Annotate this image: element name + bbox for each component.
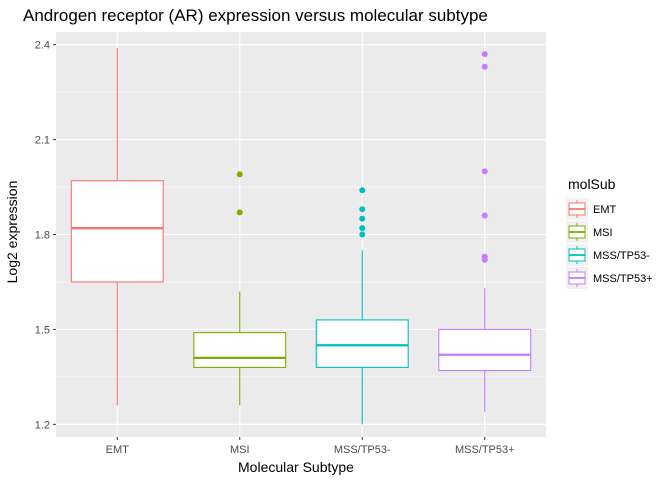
- legend-item: MSI: [566, 221, 613, 243]
- boxplots: [70, 47, 532, 425]
- outlier-point: [359, 215, 366, 222]
- outlier-point: [481, 63, 488, 70]
- legend-title: molSub: [568, 176, 616, 192]
- boxplot-mss-tp53-: [315, 187, 409, 425]
- legend-label: MSI: [593, 227, 613, 239]
- outlier-point: [359, 225, 366, 232]
- outlier-point: [481, 51, 488, 58]
- x-tick-label: EMT: [106, 444, 130, 456]
- x-tick-label: MSI: [230, 444, 250, 456]
- box: [315, 319, 409, 368]
- axes: 1.2 1.5 1.8 2.1 2.4 EMT MSI MSS/TP53- MSS/TP53+: [35, 40, 515, 456]
- legend-label: MSS/TP53-: [593, 250, 650, 262]
- outlier-point: [359, 187, 366, 194]
- y-tick-label: 2.1: [35, 135, 50, 147]
- x-tick-label: MSS/TP53+: [455, 444, 515, 456]
- legend-item: MSS/TP53+: [566, 267, 653, 289]
- outlier-point: [481, 253, 488, 260]
- box: [438, 328, 532, 372]
- box: [70, 180, 164, 283]
- legend-item: EMT: [566, 198, 617, 220]
- boxplot-mss-tp53-: [438, 51, 532, 412]
- outlier-point: [236, 171, 243, 178]
- y-axis-title: Log2 expression: [4, 181, 20, 284]
- y-tick-label: 1.5: [35, 324, 50, 336]
- box: [193, 332, 287, 368]
- outlier-point: [481, 168, 488, 175]
- legend-item: MSS/TP53-: [566, 244, 650, 266]
- boxplot-msi: [193, 171, 287, 406]
- outlier-point: [359, 206, 366, 213]
- outlier-point: [481, 212, 488, 219]
- y-tick-label: 2.4: [35, 40, 50, 52]
- x-axis-title: Molecular Subtype: [238, 459, 354, 475]
- legend-label: EMT: [593, 204, 617, 216]
- y-tick-label: 1.8: [35, 230, 50, 242]
- y-tick-label: 1.2: [35, 419, 50, 431]
- legend: molSub EMT MSI MSS/TP53- MSS/TP53+: [566, 176, 653, 289]
- outlier-point: [359, 231, 366, 238]
- legend-label: MSS/TP53+: [593, 273, 653, 285]
- x-tick-label: MSS/TP53-: [334, 444, 391, 456]
- chart-title: Androgen receptor (AR) expression versus…: [23, 6, 488, 25]
- outlier-point: [236, 209, 243, 216]
- boxplot-emt: [70, 47, 164, 406]
